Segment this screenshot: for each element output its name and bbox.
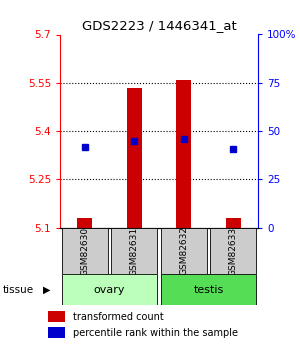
Bar: [62, 228, 107, 274]
Bar: [161, 274, 256, 305]
Text: transformed count: transformed count: [73, 312, 164, 322]
Text: GSM82630: GSM82630: [80, 226, 89, 276]
Bar: [226, 218, 241, 228]
Text: testis: testis: [194, 285, 224, 295]
Text: GSM82631: GSM82631: [130, 226, 139, 276]
Text: tissue: tissue: [3, 285, 34, 295]
Bar: [62, 274, 157, 305]
Title: GDS2223 / 1446341_at: GDS2223 / 1446341_at: [82, 19, 236, 32]
Text: ▶: ▶: [43, 285, 50, 295]
Text: GSM82633: GSM82633: [229, 226, 238, 276]
Text: GSM82632: GSM82632: [179, 226, 188, 276]
Bar: [112, 228, 157, 274]
Bar: [48, 327, 65, 338]
Text: percentile rank within the sample: percentile rank within the sample: [73, 328, 238, 337]
Bar: [161, 228, 206, 274]
Bar: [176, 80, 191, 228]
Bar: [127, 88, 142, 228]
Bar: [211, 228, 256, 274]
Text: ovary: ovary: [94, 285, 125, 295]
Bar: [77, 218, 92, 228]
Bar: [48, 310, 65, 322]
